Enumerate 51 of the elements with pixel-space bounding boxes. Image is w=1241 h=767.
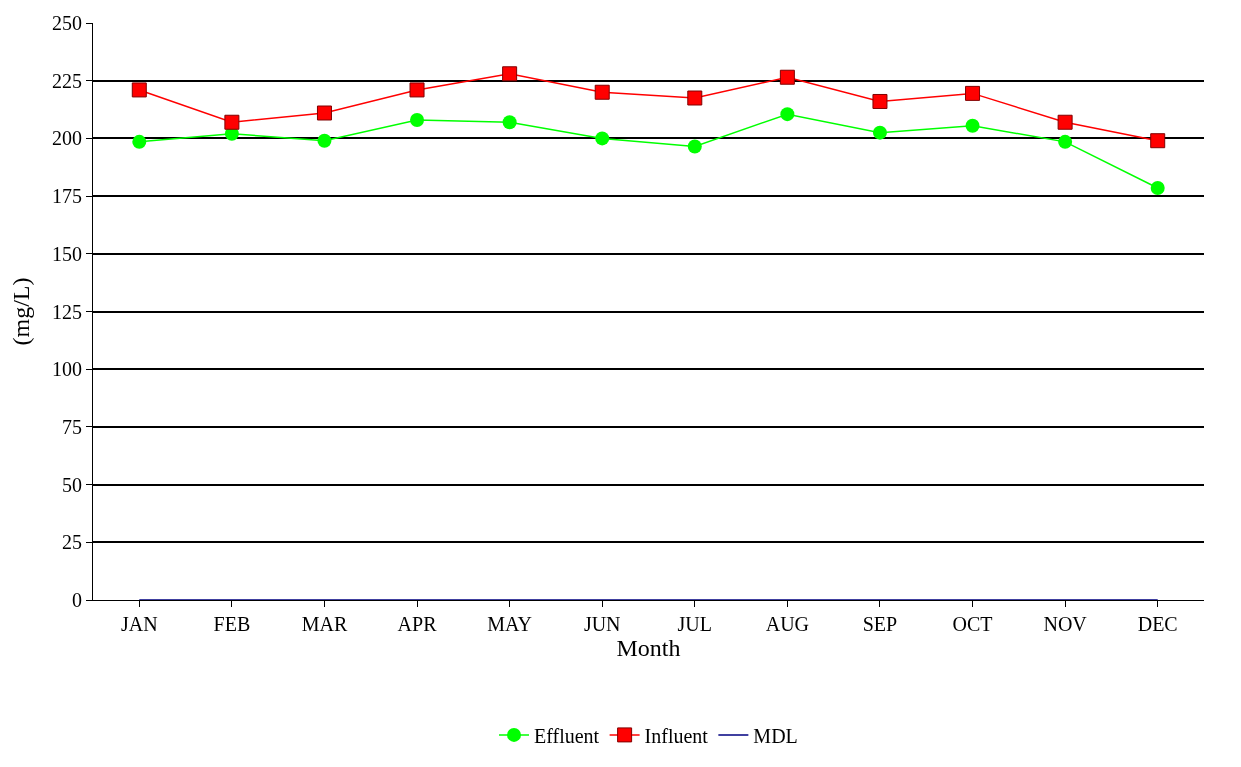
legend-label: Influent (644, 724, 709, 747)
legend-label: Effluent (534, 724, 600, 747)
y-tick-label: 225 (52, 69, 82, 92)
legend-label: MDL (753, 724, 798, 747)
x-tick-label: JUN (583, 613, 621, 635)
point (872, 93, 888, 109)
x-tick-label: DEC (1137, 613, 1178, 635)
x-tick-label: AUG (765, 613, 810, 635)
y-tick-label: 150 (52, 242, 82, 265)
point (316, 105, 332, 121)
point (965, 85, 981, 101)
x-tick-label: SEP (862, 613, 898, 635)
x-tick-label: MAR (301, 613, 348, 635)
y-tick-label: 250 (52, 12, 82, 34)
point (410, 112, 425, 127)
y-tick-label: 50 (62, 473, 82, 496)
x-tick-label: NOV (1043, 613, 1088, 635)
point (132, 134, 147, 149)
y-tick-label: 0 (72, 589, 82, 611)
point (131, 82, 147, 98)
point (687, 139, 702, 154)
point (1057, 114, 1073, 130)
point (1150, 181, 1165, 196)
point (594, 84, 610, 100)
y-tick-label: 25 (62, 531, 82, 554)
y-tick-label: 200 (52, 127, 82, 150)
point (1058, 134, 1073, 149)
x-axis-title: Month (616, 635, 681, 661)
y-tick-label: 175 (52, 185, 82, 208)
point (1150, 133, 1166, 149)
point (780, 107, 795, 122)
point (779, 69, 795, 85)
y-axis-title: (mg/L) (8, 277, 35, 346)
point (409, 82, 425, 98)
x-tick-label: MAY (487, 613, 533, 635)
point (224, 114, 240, 130)
y-tick-label: 75 (62, 415, 82, 438)
point (965, 118, 980, 133)
x-tick-label: FEB (213, 613, 251, 635)
point (872, 125, 887, 140)
point (595, 131, 610, 146)
y-tick-label: 100 (52, 358, 82, 381)
point (502, 115, 517, 130)
x-tick-label: APR (397, 613, 438, 635)
x-tick-label: JAN (120, 613, 158, 635)
point (317, 133, 332, 148)
point (687, 90, 703, 106)
x-tick-label: JUL (677, 613, 713, 635)
x-tick-label: OCT (952, 613, 993, 635)
y-tick-label: 125 (52, 300, 82, 323)
point (502, 66, 518, 82)
